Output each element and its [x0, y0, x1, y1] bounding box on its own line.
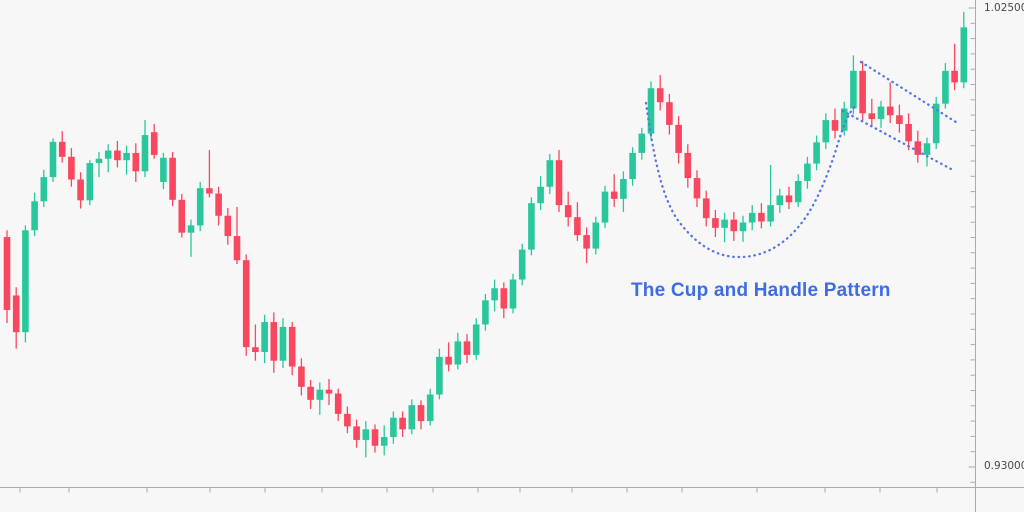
- price-axis-label-bottom: 0.93000: [984, 460, 1024, 472]
- price-axis-label-top: 1.02500: [984, 2, 1024, 14]
- pattern-annotation-label: The Cup and Handle Pattern: [631, 280, 891, 301]
